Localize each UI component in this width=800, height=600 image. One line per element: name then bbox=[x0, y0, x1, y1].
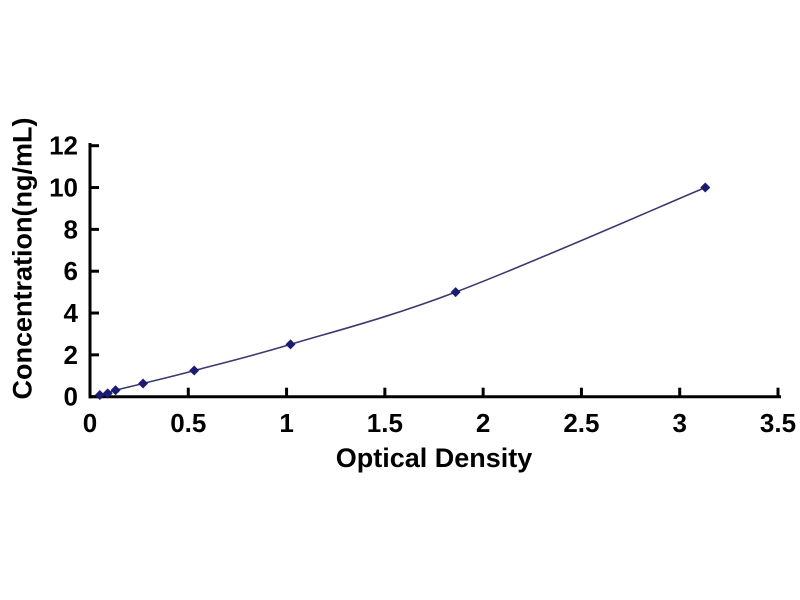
x-tick-label: 3.5 bbox=[760, 408, 796, 438]
x-tick-label: 2 bbox=[476, 408, 490, 438]
axes bbox=[88, 143, 781, 399]
curve-series bbox=[94, 182, 711, 401]
y-tick-label: 10 bbox=[49, 173, 78, 203]
y-tick-label: 4 bbox=[64, 298, 79, 328]
data-point-marker bbox=[94, 390, 105, 401]
data-point-marker bbox=[285, 339, 296, 350]
tick-labels: 0 2 4 6 8 10 12 0 0.5 1 1.5 2 2.5 3 3.5 bbox=[49, 131, 796, 438]
series-line bbox=[99, 186, 706, 396]
tick-marks bbox=[88, 144, 780, 399]
y-tick-label: 8 bbox=[64, 214, 78, 244]
y-tick-label: 2 bbox=[64, 340, 78, 370]
data-point-marker bbox=[138, 378, 149, 389]
data-point-marker bbox=[450, 287, 461, 298]
x-tick-label: 3 bbox=[672, 408, 686, 438]
x-tick-label: 1 bbox=[279, 408, 293, 438]
x-tick-label: 0.5 bbox=[170, 408, 206, 438]
y-tick-label: 0 bbox=[64, 382, 78, 412]
data-point-marker bbox=[102, 388, 113, 399]
data-point-marker bbox=[110, 385, 121, 396]
x-tick-label: 0 bbox=[83, 408, 97, 438]
y-tick-label: 12 bbox=[49, 131, 78, 161]
y-tick-label: 6 bbox=[64, 256, 78, 286]
x-tick-label: 2.5 bbox=[563, 408, 599, 438]
data-point-marker bbox=[700, 182, 711, 193]
x-axis-title: Optical Density bbox=[335, 443, 533, 473]
x-tick-label: 1.5 bbox=[367, 408, 403, 438]
y-axis-title: Concentration(ng/mL) bbox=[7, 117, 38, 400]
data-point-marker bbox=[189, 365, 200, 376]
